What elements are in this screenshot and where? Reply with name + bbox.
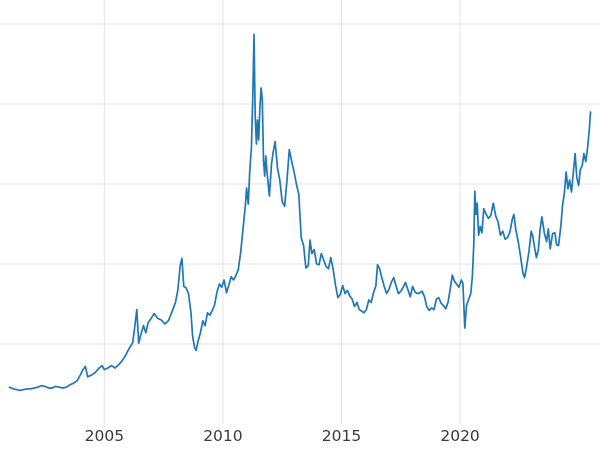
x-tick-label: 2020 — [440, 427, 479, 445]
x-tick-label: 2010 — [203, 427, 242, 445]
price-line — [8, 33, 592, 392]
x-tick-label: 2015 — [322, 427, 361, 445]
x-tick-label: 2005 — [85, 427, 124, 445]
